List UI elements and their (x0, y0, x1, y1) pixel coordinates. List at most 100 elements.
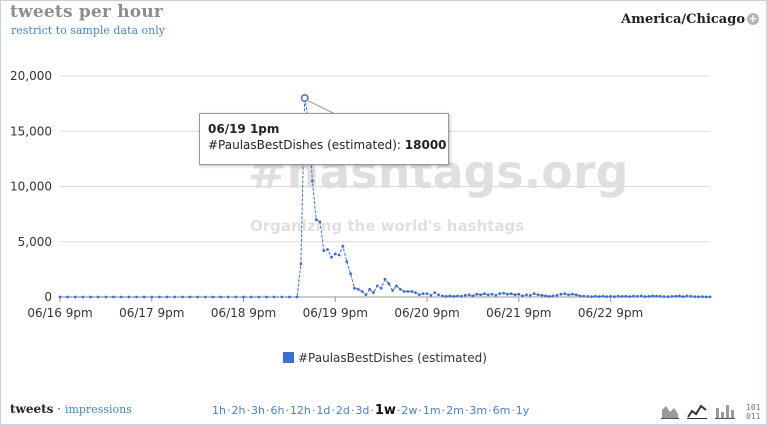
data-point (441, 294, 444, 298)
data-point (360, 290, 364, 293)
range-12h[interactable]: 12h (289, 404, 311, 417)
data-point (582, 294, 586, 298)
data-point (249, 295, 253, 299)
svg-text:101: 101 (746, 403, 761, 412)
data-point (701, 295, 704, 299)
data-point (196, 295, 200, 299)
data-point (280, 295, 284, 299)
data-point (295, 295, 299, 299)
data-point (628, 295, 632, 298)
range-separator: · (265, 404, 270, 417)
chart-title: tweets per hour (10, 2, 164, 22)
range-3h[interactable]: 3h (250, 404, 265, 417)
data-point (437, 293, 440, 297)
restrict-sample-link[interactable]: restrict to sample data only (11, 24, 165, 37)
y-tick-label: 15,000 (10, 124, 52, 138)
data-point (395, 284, 398, 288)
highlighted-point (300, 94, 309, 103)
series-paulas-best-dishes (58, 96, 712, 299)
legend[interactable]: #PaulasBestDishes (estimated) (283, 351, 487, 365)
range-1m[interactable]: 1m (422, 404, 441, 417)
data-point (318, 220, 322, 224)
data-point (685, 294, 689, 298)
data-point (387, 282, 391, 286)
data-point (509, 292, 513, 296)
data-point (299, 262, 303, 266)
data-point (662, 295, 666, 298)
data-point (506, 292, 509, 296)
data-point (322, 249, 326, 253)
data-point (463, 293, 467, 297)
data-point (272, 295, 276, 299)
range-separator: · (488, 404, 492, 417)
data-point (112, 295, 115, 299)
range-2m[interactable]: 2m (446, 404, 464, 417)
data-point (613, 295, 616, 299)
timezone-selector[interactable]: America/Chicago (621, 12, 745, 27)
range-2h[interactable]: 2h (231, 404, 246, 417)
data-point (406, 290, 410, 293)
data-point (330, 255, 333, 259)
data-point (391, 289, 394, 292)
range-separator: · (331, 404, 335, 417)
x-tick-label: 06/19 9pm (303, 306, 368, 320)
range-6m[interactable]: 6m (492, 404, 511, 417)
range-3m[interactable]: 3m (469, 404, 488, 417)
binary-data-icon[interactable]: 101 011 (746, 403, 761, 421)
data-point (234, 295, 238, 299)
metric-tweets[interactable]: tweets (10, 402, 54, 416)
data-point (81, 295, 85, 299)
range-1y[interactable]: 1y (515, 404, 530, 417)
range-separator: · (350, 404, 355, 417)
data-point (689, 294, 693, 298)
tooltip-body: #PaulasBestDishes (estimated): 18000 (208, 138, 447, 152)
data-point (219, 295, 223, 299)
range-2w[interactable]: 2w (401, 404, 418, 417)
range-1h[interactable]: 1h (212, 404, 226, 417)
x-tick-label: 06/22 9pm (578, 306, 643, 320)
line-chart-icon[interactable] (687, 404, 707, 419)
data-point (704, 295, 708, 299)
data-point (708, 295, 712, 299)
data-point (242, 295, 245, 299)
range-6h[interactable]: 6h (270, 404, 285, 417)
data-point (181, 295, 184, 299)
bar-chart-icon[interactable] (715, 405, 735, 419)
x-tick-label: 06/20 9pm (394, 306, 459, 320)
data-point (548, 295, 551, 298)
data-point (460, 294, 463, 298)
range-2d[interactable]: 2d (335, 404, 350, 417)
data-point (609, 294, 612, 298)
data-point (590, 295, 593, 299)
data-point (265, 295, 268, 299)
data-point (528, 293, 532, 297)
data-point (559, 292, 563, 296)
data-point (58, 295, 62, 299)
range-separator: · (511, 404, 515, 417)
gridlines (60, 75, 710, 298)
data-point (563, 292, 567, 296)
range-1d[interactable]: 1d (316, 404, 331, 417)
data-point (540, 293, 544, 297)
metric-impressions[interactable]: impressions (64, 403, 132, 416)
area-chart-icon[interactable] (661, 406, 679, 419)
data-point (532, 292, 536, 296)
range-1w[interactable]: 1w (374, 403, 396, 418)
data-point (605, 295, 609, 298)
data-point (536, 293, 540, 297)
data-point (337, 253, 341, 257)
data-point (486, 293, 490, 297)
data-point (502, 291, 505, 295)
data-point (681, 295, 685, 298)
data-point (410, 290, 414, 293)
data-point (311, 179, 314, 183)
plus-circle-icon[interactable]: + (747, 12, 759, 25)
data-point (620, 295, 624, 298)
data-point (345, 260, 349, 263)
svg-text:011: 011 (746, 412, 761, 421)
data-point (135, 295, 138, 299)
data-point (651, 294, 654, 298)
range-3d[interactable]: 3d (355, 404, 370, 417)
data-point (678, 294, 681, 298)
data-point (544, 294, 547, 298)
